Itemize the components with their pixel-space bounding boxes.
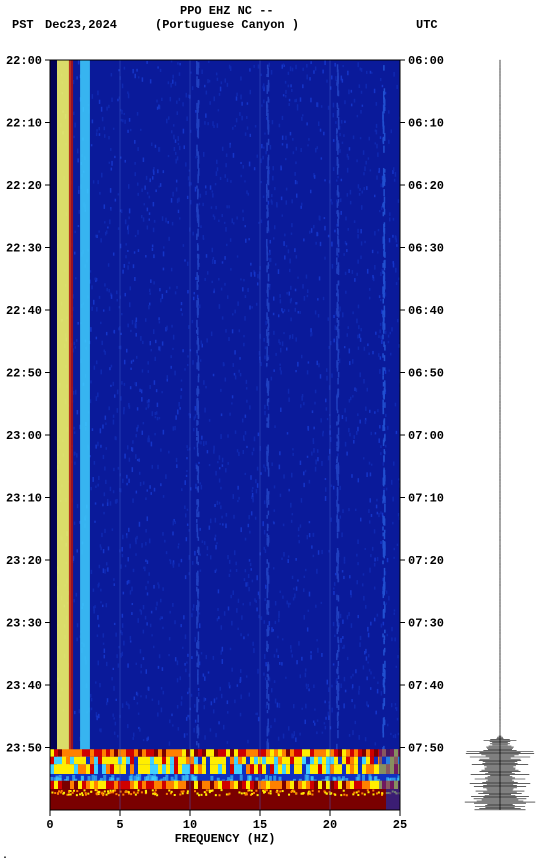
xtick: 25: [393, 818, 407, 832]
ytick-right: 07:50: [408, 742, 444, 756]
xtick: 5: [116, 818, 123, 832]
ytick-right: 07:20: [408, 554, 444, 568]
ytick-left: 23:40: [6, 679, 42, 693]
date: Dec23,2024: [45, 18, 117, 32]
tz-right: UTC: [416, 18, 438, 32]
ytick-right: 06:40: [408, 304, 444, 318]
xtick: 10: [183, 818, 197, 832]
ytick-right: 06:50: [408, 367, 444, 381]
ytick-left: 22:00: [6, 54, 42, 68]
ytick-right: 06:10: [408, 117, 444, 131]
ytick-left: 22:30: [6, 242, 42, 256]
ytick-left: 23:50: [6, 742, 42, 756]
xtick: 20: [323, 818, 337, 832]
xtick: 0: [46, 818, 53, 832]
ytick-right: 07:00: [408, 429, 444, 443]
ytick-left: 22:50: [6, 367, 42, 381]
station: PPO EHZ NC --: [180, 4, 274, 18]
x-axis-label: FREQUENCY (HZ): [175, 832, 276, 846]
ytick-right: 07:30: [408, 617, 444, 631]
ytick-left: 22:40: [6, 304, 42, 318]
ytick-left: 22:20: [6, 179, 42, 193]
ytick-left: 22:10: [6, 117, 42, 131]
ytick-right: 07:10: [408, 492, 444, 506]
tz-left: PST: [12, 18, 34, 32]
ytick-right: 07:40: [408, 679, 444, 693]
spectrogram: [50, 60, 402, 810]
location: (Portuguese Canyon ): [155, 18, 299, 32]
xtick: 15: [253, 818, 267, 832]
ytick-left: 23:20: [6, 554, 42, 568]
ytick-left: 23:00: [6, 429, 42, 443]
ytick-left: 23:10: [6, 492, 42, 506]
ytick-right: 06:30: [408, 242, 444, 256]
corner-mark: ·: [2, 853, 8, 864]
ytick-right: 06:20: [408, 179, 444, 193]
ytick-left: 23:30: [6, 617, 42, 631]
ytick-right: 06:00: [408, 54, 444, 68]
